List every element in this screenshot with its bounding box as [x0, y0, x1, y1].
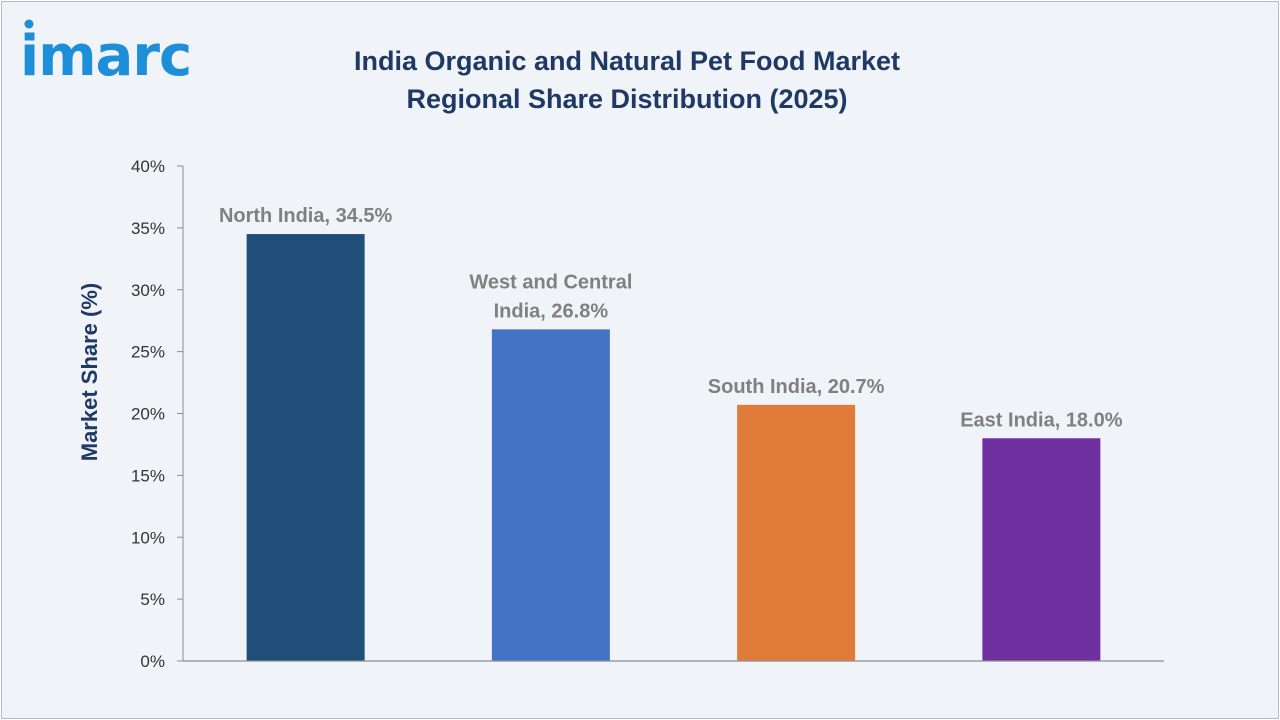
y-tick-label: 20%	[131, 405, 165, 424]
y-tick-label: 30%	[131, 281, 165, 300]
y-tick-label: 10%	[131, 528, 165, 547]
chart-title: India Organic and Natural Pet Food Marke…	[353, 46, 901, 114]
y-tick-label: 0%	[140, 652, 165, 671]
data-label: South India, 20.7%	[708, 376, 885, 398]
bar-west-and-central-india	[491, 329, 610, 661]
y-tick-label: 40%	[131, 157, 165, 176]
data-label: East India, 18.0%	[960, 409, 1123, 431]
y-tick-label: 15%	[131, 466, 165, 485]
bar-north-india	[246, 234, 365, 661]
bar-east-india	[982, 438, 1101, 661]
bar-south-india	[737, 404, 856, 661]
imarc-logo: imarc	[20, 18, 210, 89]
y-tick-label: 5%	[140, 590, 165, 609]
y-tick-label: 35%	[131, 219, 165, 238]
data-label: West and Central	[469, 271, 632, 293]
data-label: India, 26.8%	[494, 300, 609, 322]
data-label: North India, 34.5%	[219, 205, 393, 227]
imarc-logo-text: imarc	[20, 24, 191, 82]
y-tick-label: 25%	[131, 343, 165, 362]
